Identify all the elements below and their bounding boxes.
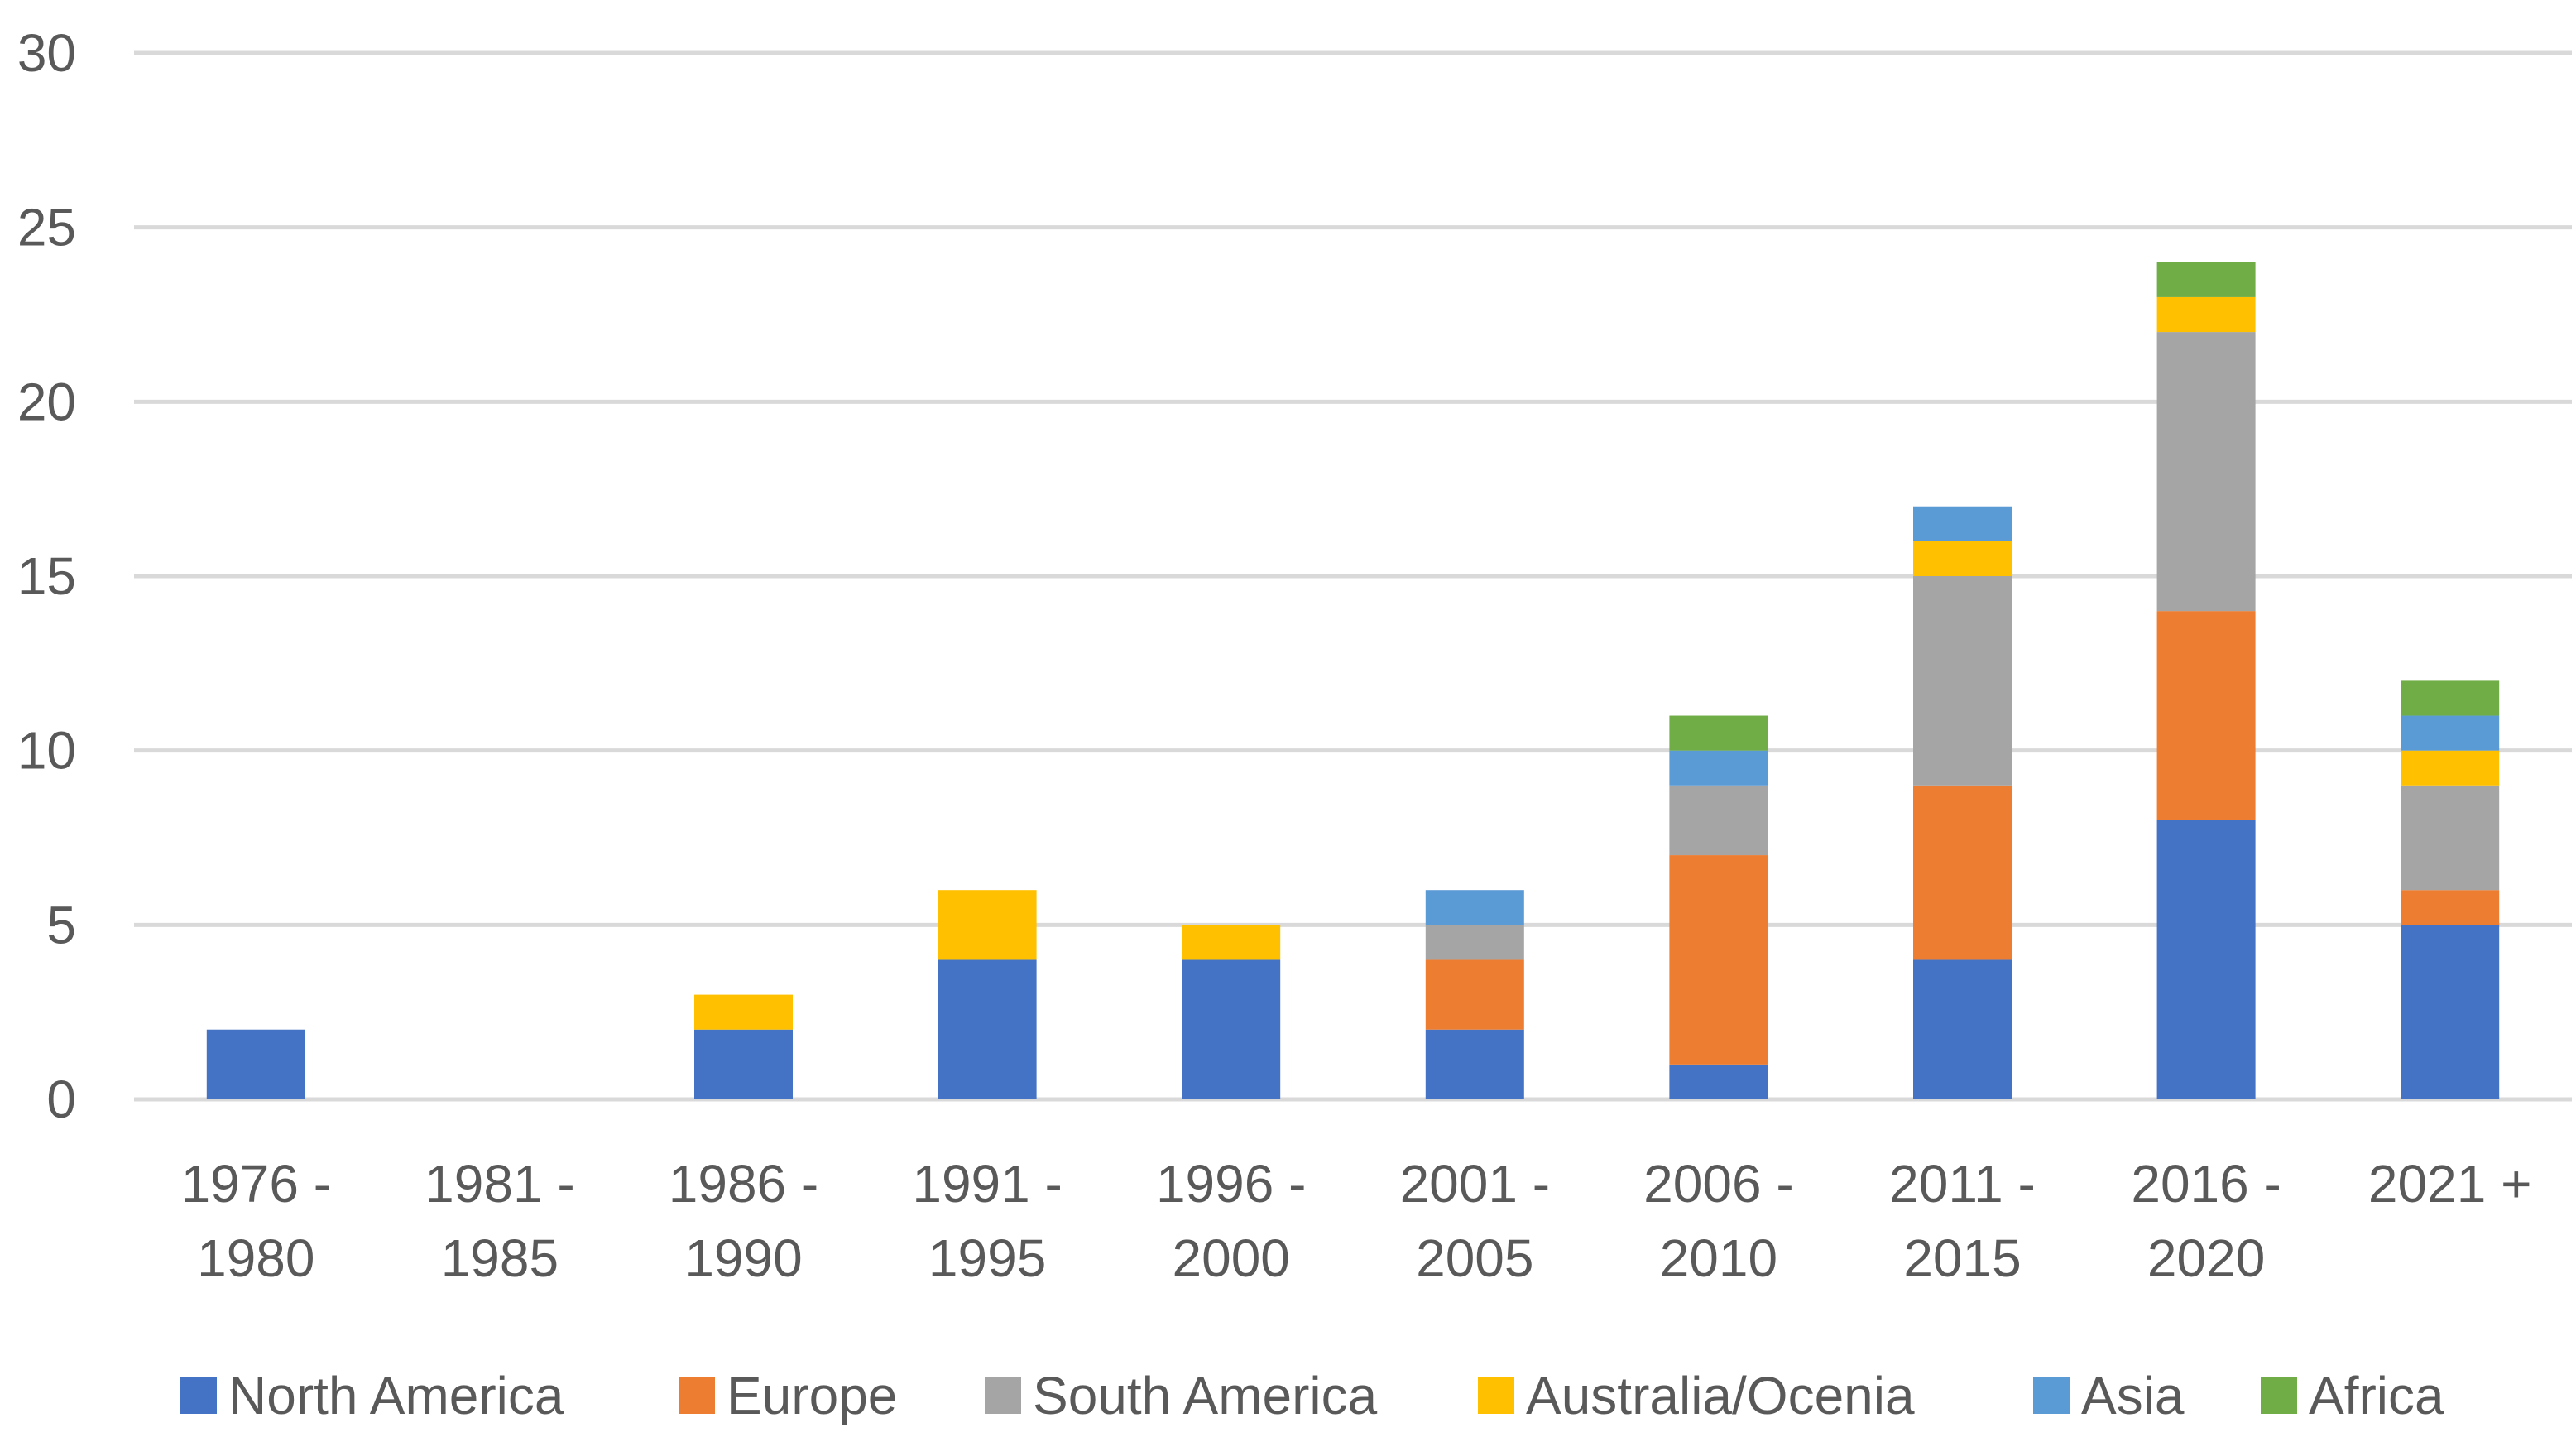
bar-segment-asia: [1669, 750, 1768, 786]
bar-segment-north-america: [2156, 820, 2256, 1099]
bar-segment-north-america: [1182, 959, 1281, 1099]
bar-segment-south-america: [1669, 785, 1768, 856]
bar-segment-north-america: [2401, 925, 2500, 1099]
bar-segment-south-america: [2401, 785, 2500, 891]
legend-label: North America: [228, 1366, 564, 1425]
y-tick-label: 20: [17, 372, 76, 431]
bar-segment-south-america: [2156, 332, 2256, 612]
y-axis-tick-labels: 0 5 10 15 20 25 30: [17, 23, 76, 1129]
bar-segment-australia-ocenia: [938, 890, 1037, 960]
legend-item-africa: Africa: [2261, 1366, 2444, 1425]
legend-swatch: [180, 1377, 217, 1414]
bar-segment-africa: [2156, 262, 2256, 297]
legend-item-europe: Europe: [679, 1366, 897, 1425]
legend-item-north-america: North America: [180, 1366, 564, 1425]
bar-segment-asia: [1913, 506, 2012, 541]
bar-segment-north-america: [1425, 1029, 1524, 1099]
bar-segment-europe: [1669, 855, 1768, 1065]
legend-swatch: [2261, 1377, 2297, 1414]
bar-segment-asia: [2401, 715, 2500, 751]
bar-segment-australia-ocenia: [2156, 296, 2256, 333]
bar-segment-south-america: [1425, 925, 1524, 960]
y-tick-label: 25: [17, 198, 76, 257]
y-tick-label: 0: [46, 1069, 76, 1129]
legend-label: Africa: [2309, 1366, 2444, 1425]
bar-segment-africa: [1669, 715, 1768, 751]
gridlines: [134, 50, 2572, 1102]
legend-label: Australia/Ocenia: [1526, 1366, 1915, 1425]
bar-segment-australia-ocenia: [1182, 925, 1281, 960]
y-tick-label: 5: [46, 895, 76, 954]
legend-item-australia-ocenia: Australia/Ocenia: [1478, 1366, 1915, 1425]
bar-segment-australia-ocenia: [1913, 541, 2012, 576]
x-tick-label: 2021 +: [2368, 1154, 2532, 1214]
legend-item-south-america: South America: [985, 1366, 1378, 1425]
legend-swatch: [985, 1377, 1021, 1414]
bar-segment-north-america: [1913, 959, 2012, 1099]
bar-segment-australia-ocenia: [694, 994, 793, 1030]
bar-segment-north-america: [206, 1029, 305, 1099]
bar-segment-australia-ocenia: [2401, 750, 2500, 786]
bar-segment-asia: [1425, 890, 1524, 925]
bar-segment-south-america: [1913, 576, 2012, 786]
legend-swatch: [2033, 1377, 2070, 1414]
legend-item-asia: Asia: [2033, 1366, 2185, 1425]
x-axis-tick-labels: 1976 -1980 1981 -1985 1986 -1990 1991 -1995…: [181, 1154, 2532, 1288]
bar-segment-north-america: [938, 959, 1037, 1099]
bar-segment-europe: [1913, 785, 2012, 960]
x-tick-label: 1996 -2000: [1156, 1154, 1306, 1288]
legend-label: South America: [1033, 1366, 1378, 1425]
x-tick-label: 1981 -1985: [425, 1154, 574, 1288]
x-tick-label: 2006 -2010: [1643, 1154, 1793, 1288]
y-tick-label: 15: [17, 546, 76, 606]
legend-swatch: [1478, 1377, 1514, 1414]
bars: [206, 262, 2500, 1099]
x-tick-label: 1976 -1980: [181, 1154, 331, 1288]
y-tick-label: 30: [17, 23, 76, 83]
x-tick-label: 1986 -1990: [669, 1154, 818, 1288]
x-tick-label: 2011 -2015: [1889, 1154, 2036, 1288]
legend-swatch: [679, 1377, 715, 1414]
bar-segment-europe: [2401, 890, 2500, 925]
y-tick-label: 10: [17, 721, 76, 781]
bar-segment-africa: [2401, 680, 2500, 716]
bar-segment-north-america: [694, 1029, 793, 1099]
bar-segment-europe: [1425, 959, 1524, 1030]
legend-label: Europe: [727, 1366, 897, 1425]
x-tick-label: 1991 -1995: [912, 1154, 1062, 1288]
x-tick-label: 2016 -2020: [2131, 1154, 2281, 1288]
bar-segment-europe: [2156, 611, 2256, 820]
x-tick-label: 2001 -2005: [1400, 1154, 1550, 1288]
bar-segment-north-america: [1669, 1064, 1768, 1099]
legend-label: Asia: [2081, 1366, 2185, 1425]
legend: North America Europe South America Australi…: [180, 1366, 2444, 1425]
